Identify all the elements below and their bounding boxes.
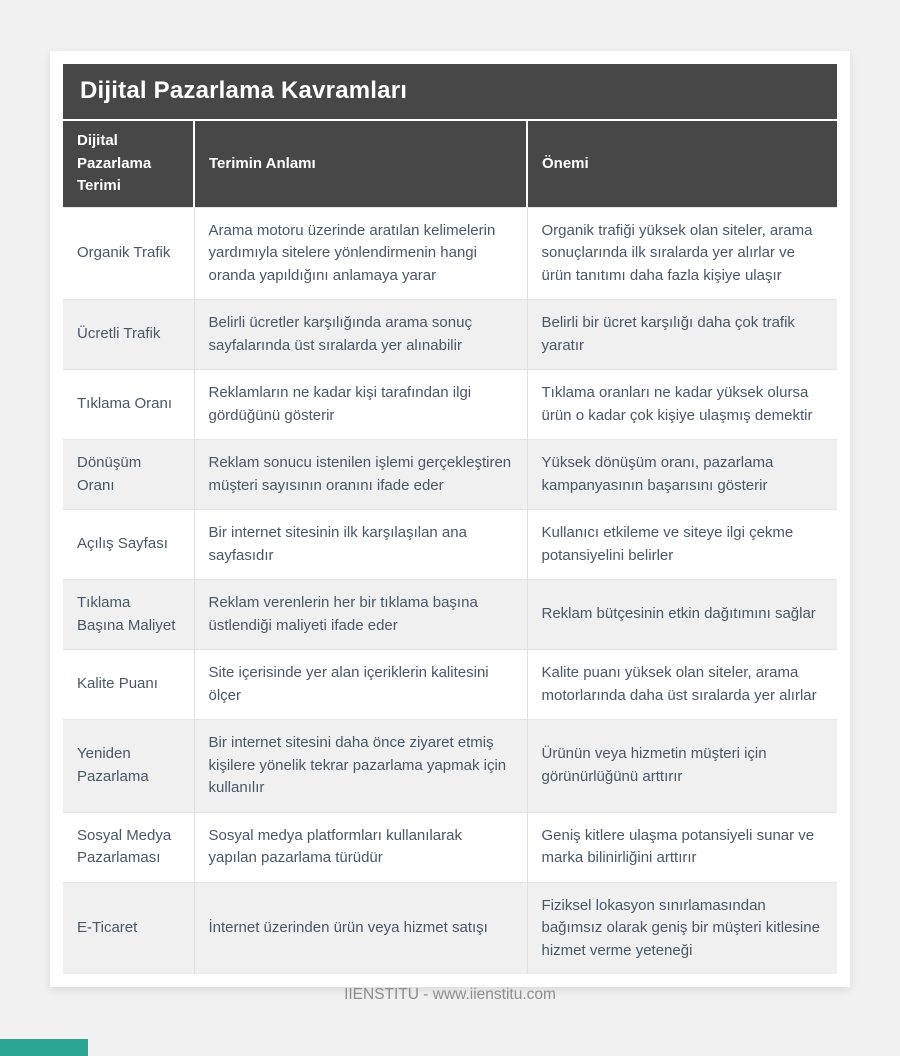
column-header-term: Dijital Pazarlama Terimi: [63, 121, 194, 207]
importance-cell: Yüksek dönüşüm oranı, pazarlama kampanya…: [526, 439, 837, 510]
term-cell: Organik Trafik: [63, 206, 194, 300]
term-cell: Açılış Sayfası: [63, 509, 194, 580]
page-title: Dijital Pazarlama Kavramları: [63, 64, 837, 119]
table-row: Kalite Puanı Site içerisinde yer alan iç…: [63, 649, 837, 720]
concepts-table: Dijital Pazarlama Terimi Terimin Anlamı …: [63, 121, 837, 974]
importance-cell: Ürünün veya hizmetin müşteri için görünü…: [526, 719, 837, 812]
table-row: Yeniden Pazarlama Bir internet sitesini …: [63, 719, 837, 812]
column-header-importance: Önemi: [526, 121, 837, 207]
table-row: Ücretli Trafik Belirli ücretler karşılığ…: [63, 299, 837, 370]
term-cell: Tıklama Başına Maliyet: [63, 579, 194, 650]
meaning-cell: Arama motoru üzerinde aratılan kelimeler…: [193, 206, 527, 300]
term-cell: E-Ticaret: [63, 881, 194, 974]
importance-cell: Kalite puanı yüksek olan siteler, arama …: [526, 649, 837, 720]
term-cell: Dönüşüm Oranı: [63, 439, 194, 510]
table-row: Açılış Sayfası Bir internet sitesinin il…: [63, 509, 837, 580]
importance-cell: Fiziksel lokasyon sınırlamasından bağıms…: [526, 881, 837, 974]
meaning-cell: Bir internet sitesini daha önce ziyaret …: [193, 719, 527, 812]
importance-cell: Reklam bütçesinin etkin dağıtımını sağla…: [526, 579, 837, 650]
meaning-cell: Belirli ücretler karşılığında arama sonu…: [193, 299, 527, 370]
table-row: Tıklama Başına Maliyet Reklam verenlerin…: [63, 579, 837, 650]
term-cell: Tıklama Oranı: [63, 369, 194, 440]
meaning-cell: Bir internet sitesinin ilk karşılaşılan …: [193, 509, 527, 580]
table-row: Dönüşüm Oranı Reklam sonucu istenilen iş…: [63, 439, 837, 510]
meaning-cell: İnternet üzerinden ürün veya hizmet satı…: [193, 881, 527, 974]
infographic-card: Dijital Pazarlama Kavramları Dijital Paz…: [50, 51, 850, 987]
term-cell: Yeniden Pazarlama: [63, 719, 194, 812]
meaning-cell: Reklamların ne kadar kişi tarafından ilg…: [193, 369, 527, 440]
accent-bar: [0, 1039, 88, 1056]
importance-cell: Tıklama oranları ne kadar yüksek olursa …: [526, 369, 837, 440]
meaning-cell: Reklam verenlerin her bir tıklama başına…: [193, 579, 527, 650]
term-cell: Kalite Puanı: [63, 649, 194, 720]
footer-credit: IIENSTITU - www.iienstitu.com: [344, 986, 556, 1003]
table-row: Sosyal Medya Pazarlaması Sosyal medya pl…: [63, 811, 837, 882]
importance-cell: Organik trafiği yüksek olan siteler, ara…: [526, 206, 837, 300]
importance-cell: Geniş kitlere ulaşma potansiyeli sunar v…: [526, 811, 837, 882]
table-header-row: Dijital Pazarlama Terimi Terimin Anlamı …: [63, 121, 837, 207]
importance-cell: Belirli bir ücret karşılığı daha çok tra…: [526, 299, 837, 370]
term-cell: Sosyal Medya Pazarlaması: [63, 811, 194, 882]
term-cell: Ücretli Trafik: [63, 299, 194, 370]
column-header-meaning: Terimin Anlamı: [193, 121, 527, 207]
table-row: Tıklama Oranı Reklamların ne kadar kişi …: [63, 369, 837, 440]
table-row: Organik Trafik Arama motoru üzerinde ara…: [63, 206, 837, 300]
meaning-cell: Reklam sonucu istenilen işlemi gerçekleş…: [193, 439, 527, 510]
table-row: E-Ticaret İnternet üzerinden ürün veya h…: [63, 881, 837, 974]
meaning-cell: Site içerisinde yer alan içeriklerin kal…: [193, 649, 527, 720]
meaning-cell: Sosyal medya platformları kullanılarak y…: [193, 811, 527, 882]
importance-cell: Kullanıcı etkileme ve siteye ilgi çekme …: [526, 509, 837, 580]
